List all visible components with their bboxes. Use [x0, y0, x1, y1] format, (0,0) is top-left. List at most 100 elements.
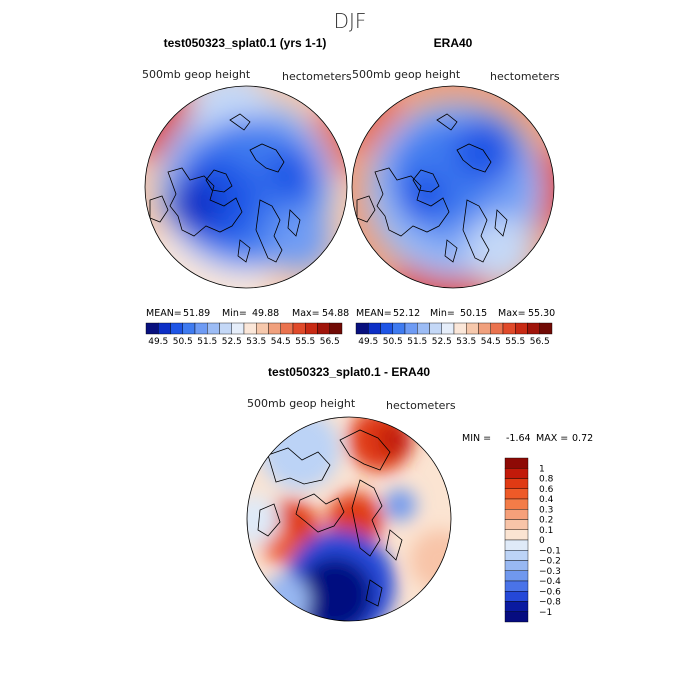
panel-model-colorbar-swatch: [231, 322, 245, 335]
panel-difference-colorbar-tick: 0.8: [539, 475, 554, 485]
panel-difference-colorbar-swatch: [504, 601, 529, 612]
panel-era40-colorbar-swatch: [466, 322, 479, 335]
panel-difference-colorbar-swatch: [504, 591, 529, 602]
panel-era40-max-label: Max=: [498, 308, 526, 319]
panel-model-colorbar-swatch: [292, 322, 306, 335]
panel-model-colorbar-swatch: [268, 322, 281, 335]
panel-era40-colorbar-swatch: [478, 322, 491, 335]
panel-model-colorbar-swatch: [158, 322, 171, 335]
panel-difference: test050323_splat0.1 - ERA40 500mb geop h…: [246, 365, 593, 623]
panel-model-colorbar: 49.5 50.5 51.5 52.5 53.5 54.5 55.5 56.5: [145, 322, 343, 347]
panel-difference-max-value: 0.72: [572, 433, 593, 444]
panel-era40-colorbar-swatch: [404, 322, 418, 335]
panel-difference-colorbar-tick: 0.2: [539, 516, 553, 526]
panel-difference-colorbar-swatch: [504, 550, 529, 561]
panel-difference-map: [247, 417, 451, 621]
panel-era40-colorbar-swatch: [502, 322, 516, 335]
panel-model-colorbar-swatch: [219, 322, 232, 335]
panel-difference-colorbar-tick: −0.1: [539, 546, 561, 556]
panel-era40-units: hectometers: [490, 70, 560, 83]
panel-difference-colorbar-swatch: [504, 488, 529, 500]
panel-difference-colorbar-swatch: [504, 457, 529, 469]
panel-model-colorbar-tick: 49.5: [148, 337, 168, 347]
panel-difference-min-label: MIN =: [462, 433, 491, 444]
panel-era40-min-label: Min=: [430, 308, 455, 319]
panel-era40-max-value: 55.30: [528, 308, 555, 319]
panel-era40-colorbar-swatch: [539, 322, 553, 335]
panel-model-colorbar-swatch: [207, 322, 220, 335]
panel-difference-colorbar-tick: −0.8: [539, 598, 561, 608]
panel-model-title: test050323_splat0.1 (yrs 1-1): [164, 36, 327, 50]
panel-era40-colorbar-swatch: [453, 322, 467, 335]
panel-difference-colorbar: 10.80.60.40.30.20.10−0.1−0.2−0.3−0.4−0.6…: [504, 457, 561, 623]
panel-era40-colorbar-swatch: [417, 322, 430, 335]
panel-era40-colorbar-tick: 55.5: [505, 337, 525, 347]
panel-difference-variable: 500mb geop height: [247, 397, 356, 410]
panel-era40-colorbar-swatch: [441, 322, 455, 335]
panel-difference-units: hectometers: [386, 399, 456, 412]
panel-era40-colorbar-swatch: [527, 322, 540, 335]
panel-model-colorbar-tick: 52.5: [222, 337, 242, 347]
panel-era40: ERA40 500mb geop height hectometers: [351, 36, 560, 347]
panel-era40-map: [352, 86, 554, 288]
panel-model-colorbar-tick: 50.5: [173, 337, 193, 347]
panel-era40-colorbar: 49.5 50.5 51.5 52.5 53.5 54.5 55.5 56.5: [355, 322, 553, 347]
panel-difference-colorbar-tick: 1: [539, 464, 545, 474]
panel-difference-colorbar-swatch: [504, 478, 529, 489]
panel-difference-colorbar-tick: −0.2: [539, 557, 561, 567]
panel-difference-colorbar-swatch: [504, 580, 529, 592]
panel-era40-variable: 500mb geop height: [352, 68, 461, 81]
panel-difference-colorbar-tick: −0.3: [539, 567, 561, 577]
panel-model-colorbar-swatch: [317, 322, 330, 335]
panel-model-variable: 500mb geop height: [142, 68, 251, 81]
panel-era40-colorbar-swatch: [429, 322, 442, 335]
panel-era40-colorbar-tick: 52.5: [432, 337, 452, 347]
panel-era40-colorbar-swatch: [515, 322, 528, 335]
panel-model-colorbar-swatch: [280, 322, 294, 335]
panel-era40-colorbar-swatch: [380, 322, 393, 335]
panel-model-colorbar-tick: 53.5: [246, 337, 266, 347]
panel-difference-colorbar-tick: −0.6: [539, 587, 561, 597]
panel-difference-colorbar-swatch: [504, 468, 529, 479]
panel-difference-min-value: -1.64: [506, 433, 531, 444]
panel-difference-colorbar-tick: 0: [539, 536, 545, 546]
panel-model-min-value: 49.88: [252, 308, 279, 319]
panel-difference-colorbar-swatch: [504, 570, 529, 582]
panel-difference-colorbar-tick: 0.3: [539, 505, 553, 515]
panel-model-max-label: Max=: [292, 308, 320, 319]
panel-difference-colorbar-tick: −1: [539, 608, 552, 618]
panel-era40-title: ERA40: [434, 36, 473, 50]
panel-era40-colorbar-tick: 50.5: [383, 337, 403, 347]
panel-model-colorbar-swatch: [243, 322, 257, 335]
panel-model: test050323_splat0.1 (yrs 1-1) 500mb geop…: [142, 36, 352, 347]
panel-difference-stats: MIN = -1.64 MAX = 0.72: [462, 433, 593, 444]
panel-model-min-label: Min=: [222, 308, 247, 319]
panel-era40-colorbar-tick: 56.5: [530, 337, 550, 347]
panel-era40-colorbar-tick: 54.5: [481, 337, 501, 347]
panel-difference-colorbar-tick: −0.4: [539, 577, 561, 587]
panel-model-max-value: 54.88: [322, 308, 349, 319]
panel-model-colorbar-swatch: [194, 322, 208, 335]
panel-era40-min-value: 50.15: [460, 308, 487, 319]
panel-difference-colorbar-swatch: [504, 519, 529, 530]
panel-era40-colorbar-swatch: [392, 322, 406, 335]
figure-season-title: DJF: [334, 9, 367, 33]
panel-difference-colorbar-tick: 0.4: [539, 495, 554, 505]
panel-era40-mean-label: MEAN=: [356, 308, 392, 319]
panel-model-stats: MEAN= 51.89 Min= 49.88 Max= 54.88: [146, 308, 349, 319]
panel-model-colorbar-swatch: [329, 322, 343, 335]
panel-era40-colorbar-tick: 53.5: [456, 337, 476, 347]
panel-difference-colorbar-swatch: [504, 509, 529, 520]
panel-model-colorbar-swatch: [305, 322, 318, 335]
panel-model-colorbar-swatch: [170, 322, 183, 335]
panel-difference-colorbar-tick: 0.6: [539, 485, 554, 495]
panel-difference-title: test050323_splat0.1 - ERA40: [268, 365, 430, 379]
panel-difference-colorbar-swatch: [504, 611, 529, 623]
panel-model-mean-value: 51.89: [183, 308, 210, 319]
panel-difference-colorbar-swatch: [504, 560, 529, 571]
panel-era40-colorbar-tick: 51.5: [407, 337, 427, 347]
panel-era40-colorbar-swatch: [368, 322, 381, 335]
panel-difference-colorbar-swatch: [504, 539, 529, 551]
panel-difference-colorbar-swatch: [504, 529, 529, 541]
